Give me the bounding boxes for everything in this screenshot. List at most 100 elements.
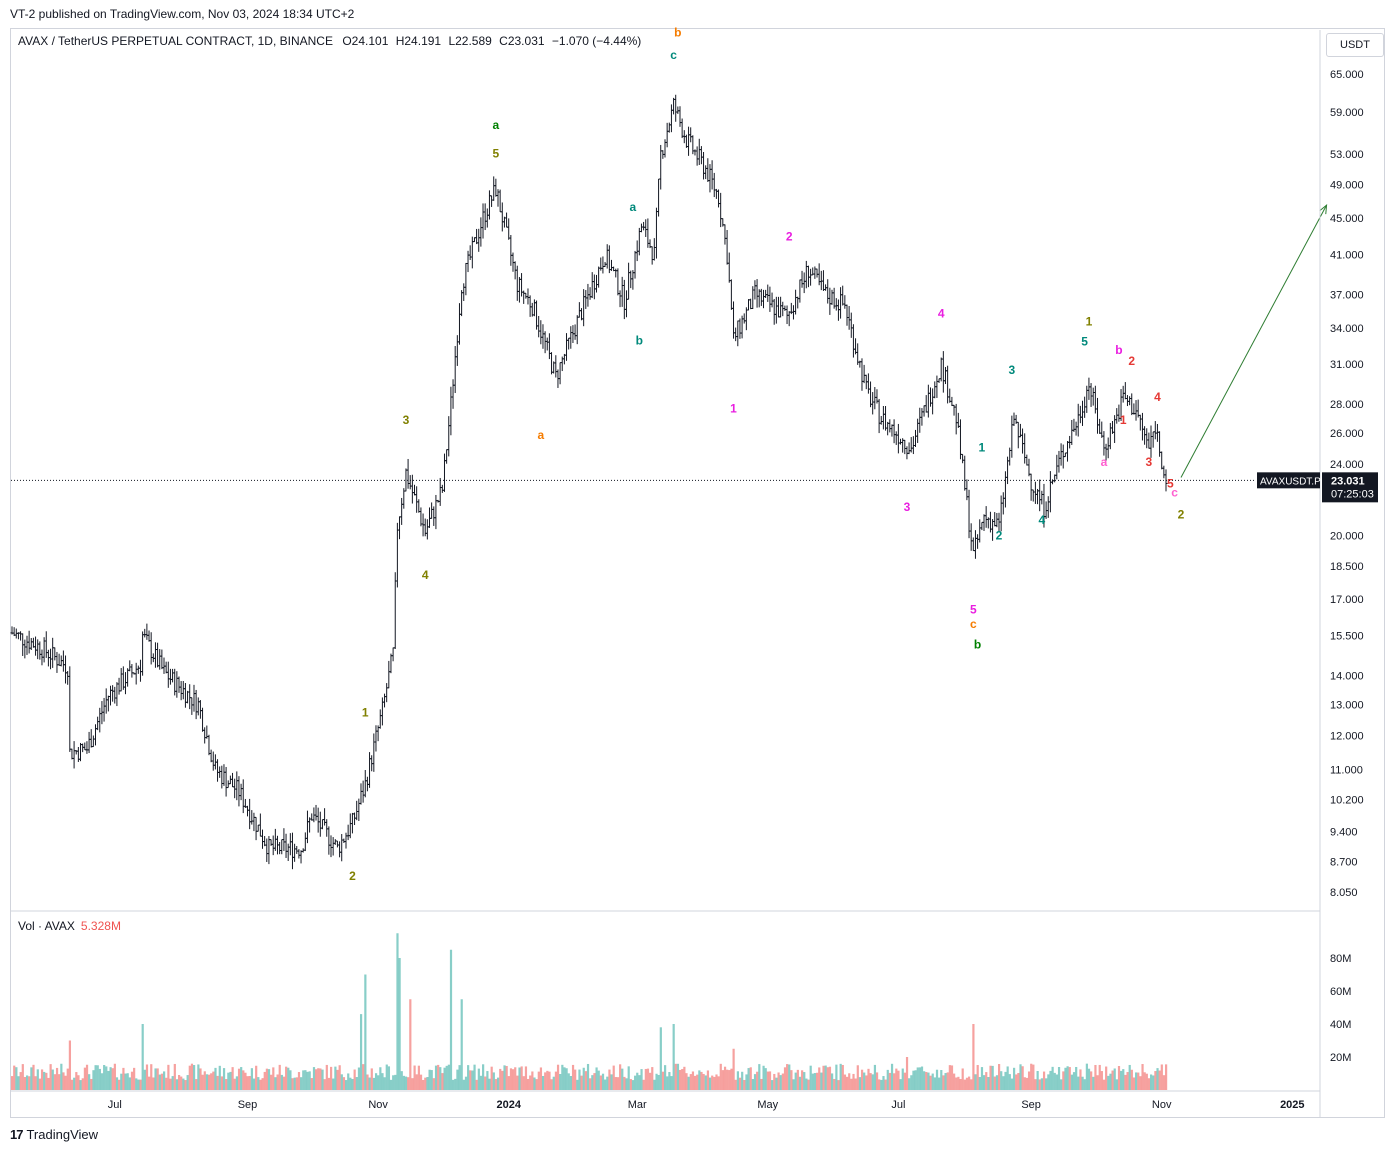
volume-bar [400, 1071, 403, 1090]
volume-bar [477, 1068, 480, 1090]
volume-bar [1115, 1079, 1118, 1090]
volume-bar [248, 1076, 251, 1090]
ohlc-bar [218, 766, 222, 778]
volume-bar [210, 1073, 213, 1090]
volume-bar [1096, 1075, 1099, 1090]
volume-bar [878, 1079, 881, 1090]
ohlc-bar [614, 268, 618, 278]
ohlc-bar [734, 327, 738, 342]
ohlc-bar [843, 295, 847, 309]
volume-bar [1040, 1078, 1044, 1090]
volume-bar [107, 1070, 110, 1090]
ohlc-bar [558, 362, 562, 385]
volume-bar [90, 1078, 93, 1090]
ohlc-bar [25, 635, 29, 655]
ohlc-bar [68, 666, 72, 752]
ohlc-bar [181, 681, 185, 700]
volume-bar [205, 1074, 209, 1090]
ohlc-bar [605, 244, 609, 269]
ohlc-bar [303, 832, 307, 852]
ohlc-bar [1074, 421, 1078, 436]
volume-bar [291, 1078, 294, 1090]
volume-bar [407, 1077, 410, 1090]
volume-bar [535, 1079, 538, 1090]
volume-bar [246, 1076, 249, 1090]
volume-bar [968, 1076, 971, 1090]
ohlc-bar [203, 727, 207, 744]
ohlc-bar [689, 127, 693, 143]
volume-bar [529, 1075, 532, 1090]
ohlc-bar [451, 379, 455, 409]
volume-bar [402, 1075, 406, 1090]
volume-bar [36, 1069, 39, 1090]
volume-bar [957, 1076, 960, 1090]
volume-bar [396, 933, 399, 1090]
volume-bar [325, 1064, 328, 1090]
volume-bar [612, 1065, 615, 1090]
ohlc-bar [278, 841, 282, 855]
wave-label: 1 [1120, 413, 1127, 427]
ohlc-bar [871, 392, 875, 415]
volume-bar [1045, 1078, 1048, 1090]
ohlc-bar [787, 311, 791, 327]
volume-bar [473, 1064, 476, 1090]
ohlc-bar [586, 283, 590, 307]
ohlc-bar [1063, 452, 1067, 458]
volume-bar [1137, 1072, 1140, 1090]
volume-bar [520, 1066, 523, 1090]
ohlc-bar [57, 653, 61, 666]
time-tick-label: 2025 [1280, 1099, 1304, 1111]
volume-bar [995, 1075, 999, 1090]
volume-bar [897, 1070, 900, 1090]
ohlc-bar [117, 677, 121, 695]
volume-bar [169, 1078, 172, 1090]
volume-bar [935, 1069, 939, 1090]
ohlc-bar [665, 122, 669, 148]
volume-bar [614, 1077, 617, 1090]
volume-bar [526, 1078, 530, 1090]
ohlc-bar [340, 834, 344, 862]
volume-bar [745, 1074, 748, 1090]
volume-bar [1025, 1077, 1029, 1090]
volume-bar [379, 1067, 382, 1090]
ohlc-bar [841, 285, 845, 306]
ohlc-bar [385, 683, 389, 703]
ohlc-bar [286, 843, 290, 861]
volume-bar [959, 1079, 962, 1090]
ohlc-bar [130, 664, 134, 678]
volume-bar [890, 1063, 894, 1090]
volume-bar [1079, 1069, 1082, 1090]
volume-bar [242, 1070, 245, 1090]
volume-bar [128, 1077, 131, 1090]
ohlc-bar [1153, 421, 1157, 440]
ohlc-bar [432, 506, 436, 526]
time-tick-label: Mar [628, 1099, 647, 1111]
volume-bar [103, 1065, 106, 1090]
ohlc-bar [141, 631, 145, 676]
ohlc-bar [198, 700, 202, 719]
volume-bar [674, 1063, 677, 1090]
ohlc-bar [755, 279, 759, 308]
volume-bar [704, 1075, 707, 1090]
volume-bar [366, 1074, 369, 1090]
volume-bar [124, 1073, 127, 1090]
ohlc-bar [207, 734, 211, 756]
volume-bar [1060, 1079, 1063, 1090]
ohlc-bar [1115, 408, 1119, 424]
ohlc-bar [577, 302, 581, 318]
ohlc-bar [83, 742, 87, 751]
ohlc-bar [372, 733, 376, 772]
volume-bar [105, 1066, 108, 1090]
volume-bar [711, 1075, 714, 1090]
volume-bar [539, 1067, 543, 1090]
ohlc-bar [657, 178, 661, 217]
ohlc-bar [860, 358, 864, 391]
volume-bar [726, 1069, 729, 1090]
volume-bar [661, 1071, 665, 1090]
volume-bar [357, 1067, 361, 1090]
currency-button[interactable]: USDT [1326, 33, 1384, 57]
ohlc-bar [85, 741, 89, 754]
ohlc-bar [914, 429, 918, 447]
volume-bar [1111, 1070, 1114, 1090]
